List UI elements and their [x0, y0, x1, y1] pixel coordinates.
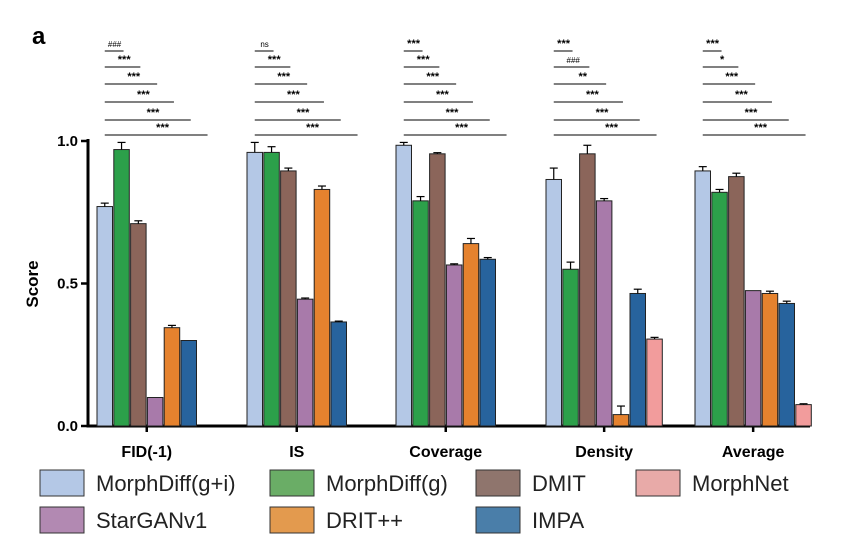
significance-label: ***: [287, 89, 301, 101]
significance-label: ***: [268, 54, 282, 66]
axes: 0.0 0.5 1.0 FID(-1) IS Coverage Density Average: [57, 133, 810, 461]
x-tick-label: FID(-1): [121, 444, 172, 461]
significance-label: ***: [137, 89, 151, 101]
bar: [180, 340, 197, 427]
bar: [761, 292, 779, 427]
significance-label: ***: [118, 54, 132, 66]
legend-swatch: [475, 506, 521, 534]
x-tick-label: Average: [722, 444, 785, 461]
significance-label: ***: [426, 71, 440, 83]
bar: [445, 264, 463, 427]
x-tick-label: Density: [575, 444, 633, 461]
legend-swatch: [269, 506, 315, 534]
legend-label: MorphDiff(g+i): [96, 471, 236, 496]
significance-label: ***: [586, 89, 600, 101]
significance-label: ###: [567, 56, 581, 65]
bar: [694, 170, 711, 427]
y-tick-label: 0.0: [57, 418, 78, 435]
bar: [113, 149, 130, 427]
bar: [263, 151, 280, 427]
bar: [579, 153, 596, 427]
bar: [280, 170, 297, 427]
bar: [728, 176, 745, 427]
legend-swatch: [475, 469, 521, 497]
significance-label: ***: [706, 38, 720, 50]
bar: [130, 223, 147, 427]
bar: [795, 404, 812, 427]
bar: [545, 178, 562, 427]
significance-label: ***: [147, 107, 161, 119]
bar: [711, 191, 728, 427]
bar: [744, 290, 762, 427]
bar: [246, 151, 263, 427]
significance-label: ***: [754, 122, 768, 134]
significance-label: ***: [277, 71, 291, 83]
bar: [562, 268, 579, 427]
significance-label: ###: [108, 40, 122, 49]
significance-label: ***: [417, 54, 431, 66]
legend-swatch: [269, 469, 315, 497]
legend-swatch: [635, 469, 681, 497]
bar: [412, 200, 429, 427]
legend-label: StarGANv1: [96, 508, 207, 533]
bar: [595, 200, 613, 427]
y-tick-label: 0.5: [57, 276, 78, 293]
legend: MorphDiff(g+i) MorphDiff(g) DMIT MorphNet St…: [39, 469, 789, 534]
significance-label: ***: [605, 122, 619, 134]
significance-label: ***: [407, 38, 421, 50]
significance-label: ***: [745, 107, 759, 119]
significance-label: ***: [156, 122, 170, 134]
bar: [429, 153, 446, 427]
x-tick-label: Coverage: [409, 444, 482, 461]
legend-label: DRIT++: [326, 508, 403, 533]
bars: [96, 141, 812, 427]
legend-label: IMPA: [532, 508, 584, 533]
significance-label: ***: [127, 71, 141, 83]
significance-label: ***: [557, 38, 571, 50]
significance-label: ***: [446, 107, 460, 119]
significance-label: ***: [725, 71, 739, 83]
bar: [395, 144, 412, 427]
legend-label: MorphDiff(g): [326, 471, 448, 496]
panel-label: a: [32, 23, 46, 50]
significance-label: ***: [735, 89, 749, 101]
bar: [479, 258, 496, 427]
bar: [313, 188, 331, 427]
significance-label: *: [720, 54, 725, 66]
bar: [462, 243, 480, 427]
bar: [146, 397, 164, 427]
bar: [330, 321, 347, 427]
legend-swatch: [39, 469, 85, 497]
bar: [163, 327, 181, 427]
significance-label: ***: [596, 107, 610, 119]
legend-label: DMIT: [532, 471, 586, 496]
y-tick-label: 1.0: [57, 133, 78, 150]
significance-label: ***: [306, 122, 320, 134]
significance-label: ns: [260, 40, 268, 49]
significance-brackets: ###***************ns********************…: [104, 38, 806, 136]
legend-label: MorphNet: [692, 471, 789, 496]
bar: [296, 298, 314, 427]
significance-label: ***: [436, 89, 450, 101]
significance-label: ***: [297, 107, 311, 119]
bar: [612, 414, 630, 427]
significance-label: ***: [455, 122, 469, 134]
bar: [646, 338, 663, 427]
bar: [629, 292, 646, 427]
bar: [778, 302, 795, 427]
significance-label: **: [579, 71, 588, 83]
x-tick-label: IS: [289, 444, 304, 461]
y-axis-label: Score: [23, 260, 42, 307]
legend-swatch: [39, 506, 85, 534]
bar: [96, 206, 113, 427]
